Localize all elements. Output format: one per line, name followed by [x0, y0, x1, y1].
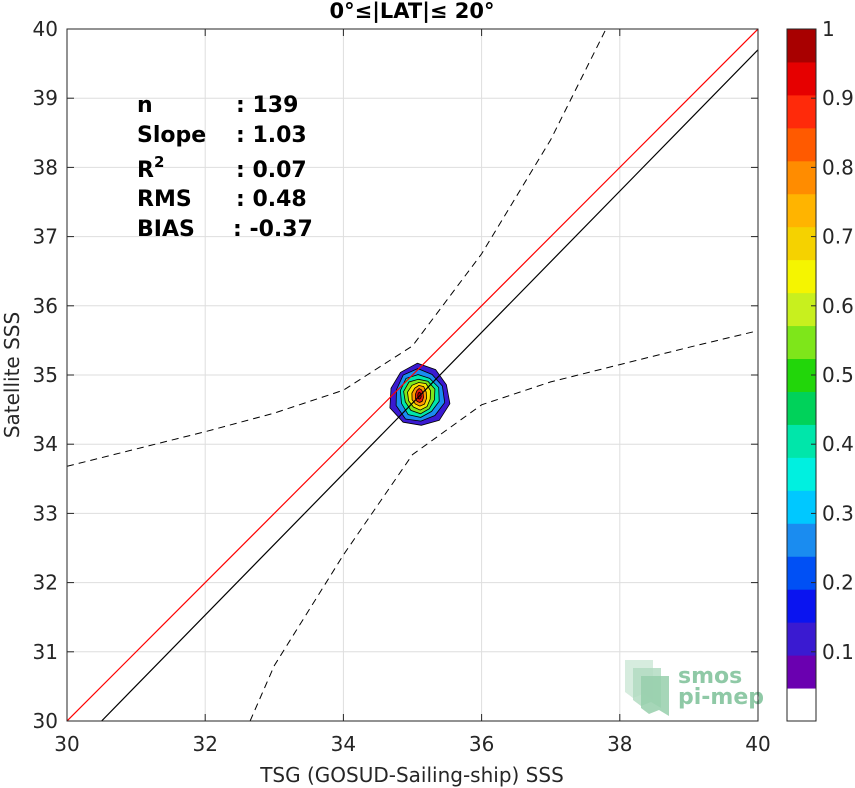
y-tick-label: 34	[33, 432, 58, 456]
colorbar-tick-label: 0.7	[822, 225, 854, 249]
y-tick-label: 33	[33, 501, 58, 525]
y-tick-label: 30	[33, 709, 58, 733]
logo-text-smos: smos	[678, 664, 742, 689]
colorbar-tick-label: 0.3	[822, 501, 854, 525]
stat-value-rms: : 0.48	[236, 187, 307, 212]
identity-line	[67, 29, 758, 721]
colorbar-tick-label: 0.2	[822, 571, 854, 595]
x-tick-label: 30	[54, 732, 79, 756]
y-tick-label: 38	[33, 155, 58, 179]
colorbar-tick-label: 0.4	[822, 432, 854, 456]
colorbar-segment	[787, 325, 816, 360]
colorbar-segment	[787, 94, 816, 129]
colorbar-segment	[787, 160, 816, 195]
colorbar-segment	[787, 29, 816, 63]
colorbar-tick-label: 1	[822, 17, 835, 41]
y-axis-ticks: 30 31 32 33 34 35 36 37 38 39 40	[33, 17, 758, 733]
colorbar-segment	[787, 61, 816, 96]
colorbar-segment	[787, 688, 816, 722]
stats-box: n : 139 Slope : 1.03 R2 : 0.07 RMS : 0.48 BIAS : …	[137, 93, 313, 242]
colorbar-segment	[787, 292, 816, 327]
y-tick-label: 31	[33, 640, 58, 664]
x-tick-label: 40	[745, 732, 770, 756]
colorbar-segment	[787, 226, 816, 261]
y-tick-label: 40	[33, 17, 58, 41]
x-tick-label: 38	[607, 732, 632, 756]
colorbar-segment	[787, 622, 816, 656]
y-tick-label: 39	[33, 86, 58, 110]
lower-bound-dashed-line	[249, 330, 758, 721]
y-tick-label: 32	[33, 571, 58, 595]
fit-line	[101, 49, 758, 721]
colorbar-segment	[787, 490, 816, 524]
x-tick-label: 32	[192, 732, 217, 756]
colorbar: 0.1 0.2 0.3 0.4 0.5 0.6 0.7 0.8 0.9 1	[786, 17, 854, 722]
stat-key-n: n	[137, 93, 153, 118]
stat-key-slope: Slope	[137, 123, 206, 148]
stat-key-bias: BIAS	[137, 217, 195, 242]
stat-value-n: : 139	[236, 93, 298, 118]
colorbar-segment	[787, 523, 816, 557]
y-tick-label: 35	[33, 363, 58, 387]
x-tick-label: 36	[469, 732, 494, 756]
stat-key-rms: RMS	[137, 187, 192, 212]
y-axis-title: Satellite SSS	[0, 312, 24, 438]
stat-value-slope: : 1.03	[236, 123, 307, 148]
colorbar-tick-label: 0.8	[822, 155, 854, 179]
colorbar-segment	[787, 127, 816, 162]
regression-lines	[67, 29, 758, 721]
stat-value-r: : 0.07	[236, 158, 307, 183]
colorbar-tick-label: 0.9	[822, 86, 854, 110]
x-axis-ticks: 30 32 34 36 38 40	[54, 29, 771, 756]
logo-text-pimep: pi-mep	[678, 685, 764, 710]
colorbar-segment	[787, 457, 816, 491]
colorbar-segment	[787, 655, 816, 689]
y-tick-label: 36	[33, 294, 58, 318]
colorbar-segment	[787, 391, 816, 425]
stat-value-bias: : -0.37	[233, 217, 313, 242]
logo-mark-layer	[641, 676, 669, 716]
colorbar-tick-label: 0.6	[822, 294, 854, 318]
colorbar-tick-label: 0.5	[822, 363, 854, 387]
colorbar-segment	[787, 424, 816, 458]
x-axis-title: TSG (GOSUD-Sailing-ship) SSS	[259, 763, 564, 787]
x-tick-label: 34	[331, 732, 356, 756]
stat-key-r: R2	[137, 153, 164, 183]
colorbar-segment	[787, 193, 816, 228]
colorbar-tick-label: 0.1	[822, 640, 854, 664]
y-tick-label: 37	[33, 225, 58, 249]
colorbar-segment	[787, 556, 816, 590]
chart-title: 0°≤|LAT|≤ 20°	[329, 0, 494, 24]
plot-area: n : 139 Slope : 1.03 R2 : 0.07 RMS : 0.48 BIAS : …	[66, 28, 764, 722]
colorbar-segment	[787, 589, 816, 623]
upper-bound-dashed-line	[67, 29, 607, 467]
colorbar-segment	[787, 259, 816, 294]
